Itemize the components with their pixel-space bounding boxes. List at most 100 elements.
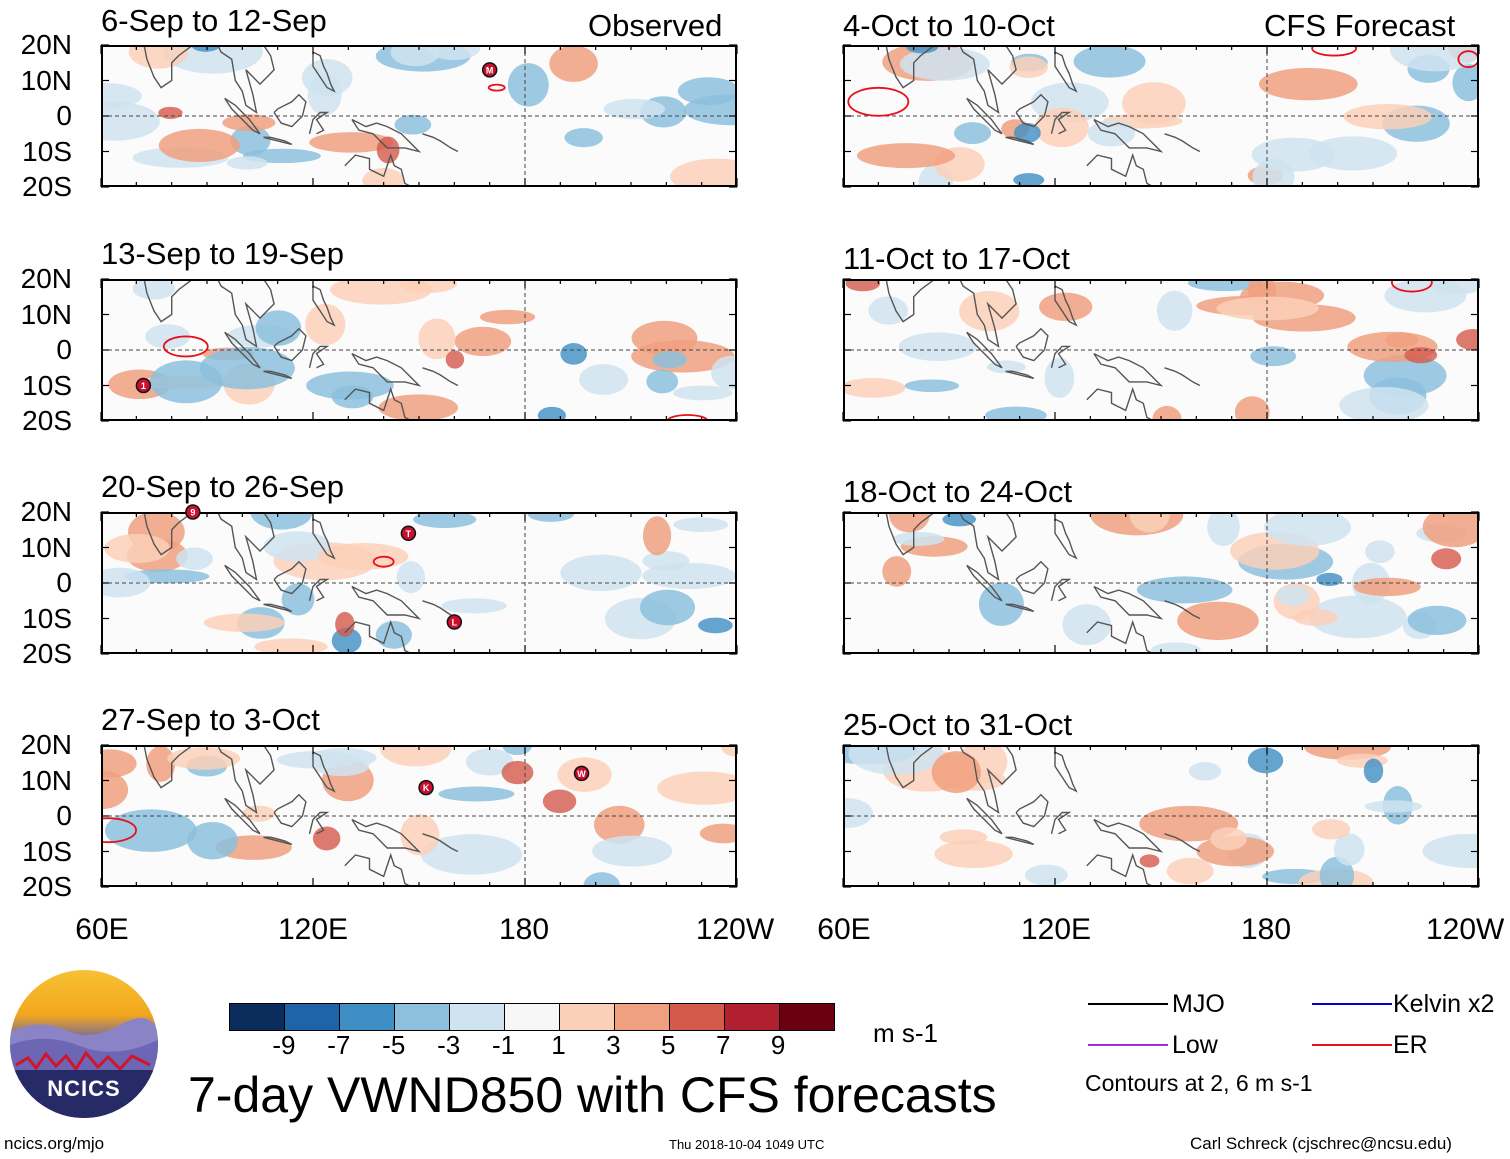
field-patch — [199, 347, 295, 390]
field-patch — [934, 840, 1013, 869]
field-core — [445, 350, 465, 369]
field-patch — [1210, 827, 1247, 851]
storm-marker — [446, 614, 463, 630]
field-core — [942, 514, 977, 527]
lat-tick-label: 0 — [56, 567, 72, 598]
map-field-layer — [845, 514, 1477, 652]
field-patch — [1150, 642, 1201, 652]
colorbar-label: -5 — [382, 1030, 406, 1060]
ncics-logo: NCICS — [10, 970, 158, 1118]
field-patch — [362, 168, 405, 185]
coastline — [143, 514, 275, 582]
field-patch — [978, 582, 1024, 627]
field-patch — [1339, 386, 1429, 419]
field-patch — [301, 59, 353, 97]
field-patch — [176, 547, 213, 570]
field-patch — [1156, 290, 1193, 331]
lat-tick-label: 0 — [56, 334, 72, 365]
field-patch — [1422, 514, 1477, 548]
map-field-layer — [103, 747, 735, 885]
coastline — [312, 751, 336, 793]
field-patch — [904, 379, 960, 393]
storm-marker — [418, 779, 434, 796]
field-patch — [502, 747, 532, 756]
field-patch — [1034, 107, 1089, 148]
field-patch — [1044, 357, 1075, 399]
er-contour — [487, 83, 506, 92]
coastline — [351, 818, 422, 853]
panel-title-obs-3: 20-Sep to 26-Sep — [101, 469, 345, 504]
field-patch — [1365, 540, 1395, 564]
coastline — [1054, 518, 1078, 560]
storm-label: L — [452, 618, 458, 628]
coastline — [224, 797, 261, 835]
field-patch — [549, 47, 598, 82]
field-patch — [646, 369, 679, 394]
field-patch — [1364, 800, 1423, 813]
coastline — [313, 261, 320, 272]
legend-label-er: ER — [1393, 1031, 1428, 1059]
field-core — [698, 617, 733, 634]
field-patch — [1311, 819, 1351, 840]
er-contour — [372, 555, 395, 568]
legend-line-er — [1312, 1044, 1392, 1046]
coastline — [966, 797, 1003, 835]
field-patch — [1188, 762, 1222, 781]
field-patch — [103, 770, 129, 810]
storm-marker — [481, 62, 498, 78]
field-patch — [1187, 281, 1263, 292]
field-patch — [1308, 595, 1407, 639]
lon-tick-right-2: 180 — [1240, 913, 1292, 946]
field-patch — [845, 797, 873, 829]
legend-line-mjo — [1088, 1003, 1168, 1005]
coastline — [263, 836, 293, 846]
field-patch — [1122, 82, 1186, 125]
colorbar-swatch — [339, 1004, 394, 1030]
field-patch — [145, 324, 191, 349]
field-patch — [642, 516, 672, 556]
lat-tick-label: 10N — [20, 64, 72, 96]
coastline — [1005, 370, 1035, 380]
colorbar-swatch — [614, 1004, 669, 1030]
lat-tick-label: 10N — [20, 531, 72, 563]
coastline — [422, 367, 459, 387]
coastline — [966, 331, 1003, 369]
coastline — [312, 51, 336, 93]
field-patch — [564, 128, 603, 148]
field-patch — [104, 809, 197, 852]
field-patch — [331, 385, 374, 409]
panel-title-fc-1: 4-Oct to 10-Oct — [843, 8, 1055, 43]
lat-tick-label: 20N — [20, 29, 72, 60]
lat-tick-label: 0 — [56, 800, 72, 831]
field-patch — [1264, 514, 1352, 546]
coastline — [351, 585, 422, 620]
map-field-layer — [103, 514, 735, 652]
er-contour — [1457, 50, 1477, 69]
field-patch — [683, 94, 735, 126]
field-patch — [1276, 585, 1310, 606]
field-patch — [672, 385, 733, 401]
footer-timestamp: Thu 2018-10-04 1049 UTC — [669, 1137, 825, 1152]
coastline — [1015, 327, 1049, 362]
field-core — [158, 106, 183, 119]
colorbar-swatch — [230, 1004, 284, 1030]
units-label: m s-1 — [873, 1018, 938, 1048]
lat-tick-label: 20N — [20, 263, 72, 294]
field-patch — [203, 613, 285, 632]
coastline — [308, 345, 330, 369]
field-patch — [711, 355, 735, 390]
coastline — [1005, 136, 1035, 146]
field-patch — [1073, 47, 1146, 78]
field-patch — [721, 747, 735, 757]
field-patch — [263, 531, 332, 562]
lat-tick-label: 10S — [22, 835, 72, 867]
field-patch — [1251, 137, 1336, 172]
field-core — [192, 47, 220, 52]
lon-tick-left-2: 180 — [498, 913, 550, 946]
panel-title-obs-2: 13-Sep to 19-Sep — [101, 236, 345, 271]
coastline — [143, 47, 275, 115]
er-contour — [162, 335, 209, 358]
coastline — [1054, 751, 1078, 793]
field-patch — [158, 128, 240, 162]
